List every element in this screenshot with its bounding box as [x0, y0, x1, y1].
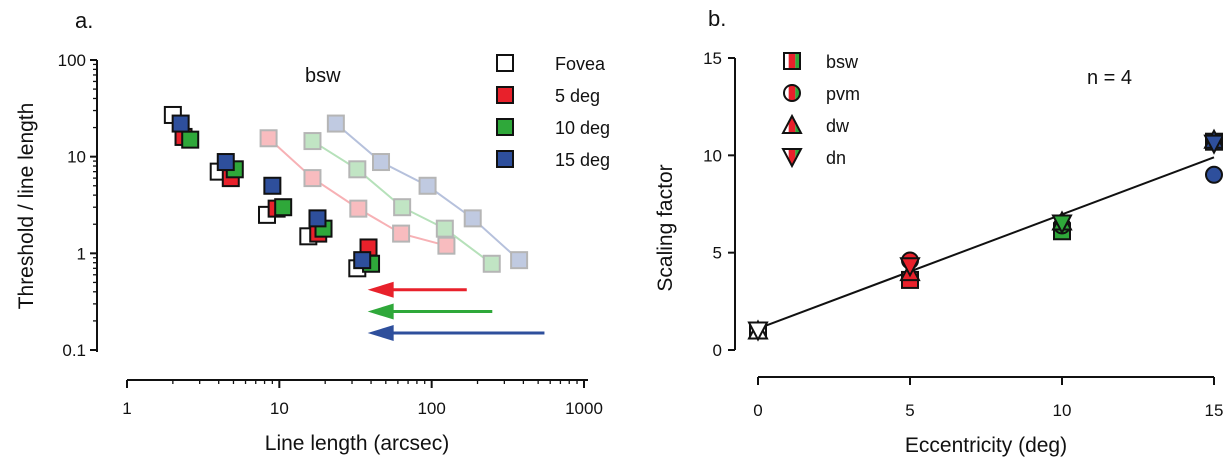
data-point [1205, 165, 1223, 184]
data-point [747, 321, 769, 342]
data-point [899, 257, 921, 278]
panel-b-x-tick-label: 5 [905, 401, 914, 420]
legend-swatch [496, 118, 514, 136]
legend-label: Fovea [555, 54, 606, 74]
panel-b-annotation: n = 4 [1087, 67, 1132, 89]
panel-a-y-label: Threshold / line length [15, 103, 38, 310]
shifted-series-point [393, 198, 412, 217]
shifted-series-point [510, 251, 529, 270]
panel-a-x-label: Line length (arcsec) [265, 432, 449, 455]
panel-a-title: bsw [305, 65, 341, 87]
data-point [181, 130, 200, 149]
legend-swatch [496, 54, 514, 72]
fit-line [757, 156, 1215, 330]
panel-a-label: a. [75, 8, 93, 33]
data-point [308, 209, 327, 228]
panel-a-x-tick-label: 1000 [565, 399, 603, 418]
data-point [353, 251, 372, 270]
data-point [1051, 214, 1073, 235]
data-point [263, 176, 282, 195]
panel-b-y-tick-label: 5 [713, 244, 722, 263]
shifted-series-point [303, 132, 322, 151]
legend-label: bsw [826, 52, 859, 72]
legend-marker [781, 148, 803, 169]
marker-outline [783, 52, 801, 70]
marker-outline [783, 84, 801, 102]
panel-b-x-tick-label: 0 [753, 401, 762, 420]
shifted-series-point [259, 129, 278, 148]
marker-third [784, 53, 789, 69]
shift-arrow-head [367, 324, 394, 341]
marker-third [795, 53, 800, 69]
panel-b-x-tick-label: 15 [1205, 401, 1223, 420]
data-point [171, 114, 190, 133]
panel-a-y-tick-label: 1 [77, 244, 86, 263]
panel-a-y-tick-label: 10 [67, 148, 86, 167]
shifted-series-point [348, 160, 367, 179]
shift-arrow-head [367, 281, 394, 298]
legend-swatch [496, 150, 514, 168]
panel-b-y-label: Scaling factor [654, 164, 677, 291]
legend-swatch [496, 86, 514, 104]
marker-outline [781, 148, 803, 169]
panel-a-y-tick-label: 0.1 [62, 341, 86, 360]
data-point [216, 153, 235, 172]
shifted-series-point [349, 199, 368, 218]
marker-fill [784, 85, 800, 101]
shifted-series-point [372, 153, 391, 172]
shifted-series-point [392, 224, 411, 243]
legend-marker [783, 52, 801, 70]
panel-b: b. n = 4 0 5 10 15 0 5 10 15 Eccentricity (deg… [654, 6, 1223, 457]
marker-third [788, 85, 796, 101]
marker-outline [781, 113, 803, 134]
shifted-series-point [482, 254, 501, 273]
shift-arrow-head [367, 303, 394, 320]
panel-b-y-tick-label: 10 [703, 146, 722, 165]
panel-b-y-tick-label: 15 [703, 49, 722, 68]
panel-a-x-tick-label: 1 [122, 399, 131, 418]
shifted-series-point [435, 219, 454, 238]
panel-b-x-tick-label: 10 [1053, 401, 1072, 420]
shifted-series-point [437, 236, 456, 255]
marker-third [784, 85, 789, 101]
data-point [1203, 134, 1223, 155]
legend-label: 15 deg [555, 150, 610, 170]
data-point [274, 198, 293, 217]
shifted-series-point [418, 176, 437, 195]
legend-label: 10 deg [555, 118, 610, 138]
panel-a: a. bsw 0.1 1 10 100 1 10 100 1000 Line length … [15, 8, 610, 455]
shifted-series-point [463, 209, 482, 228]
legend-marker [781, 113, 803, 134]
panel-b-y-tick-label: 0 [713, 341, 722, 360]
marker-third [795, 85, 800, 101]
shifted-series-point [303, 169, 322, 188]
legend-label: dn [826, 148, 846, 168]
legend-label: dw [826, 116, 850, 136]
panel-a-x-tick-label: 100 [417, 399, 445, 418]
shifted-series-point [326, 114, 345, 133]
legend-label: pvm [826, 84, 860, 104]
marker-third [788, 149, 796, 166]
panel-a-y-tick-label: 100 [58, 51, 86, 70]
panel-b-x-label: Eccentricity (deg) [905, 434, 1067, 457]
panel-a-x-tick-label: 10 [270, 399, 289, 418]
panel-b-label: b. [708, 6, 726, 31]
legend-marker [783, 84, 801, 102]
marker-third [788, 116, 796, 133]
marker-third [788, 53, 796, 69]
marker-fill [784, 53, 800, 69]
legend-label: 5 deg [555, 86, 600, 106]
